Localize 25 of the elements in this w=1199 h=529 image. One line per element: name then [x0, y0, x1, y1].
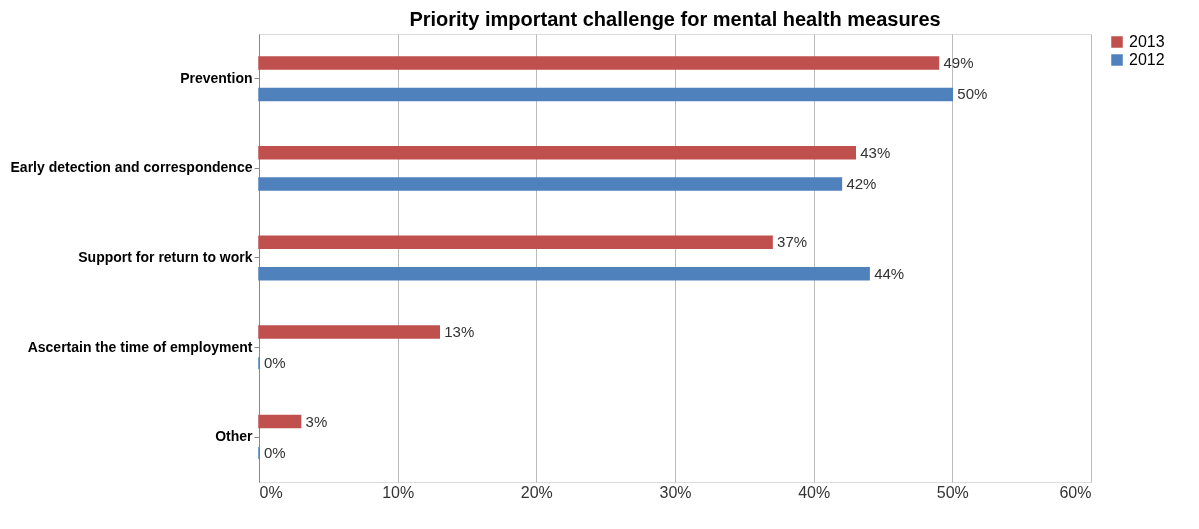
- data-label: 50%: [957, 85, 988, 103]
- y-tick-label: Other: [215, 428, 254, 445]
- data-label: 0%: [264, 443, 286, 461]
- y-tick-label: Support for return to work: [78, 249, 253, 265]
- data-label: 44%: [874, 264, 905, 282]
- data-label: 37%: [777, 233, 808, 251]
- x-tick-label: 60%: [1059, 483, 1092, 501]
- data-label: 49%: [943, 54, 974, 72]
- x-tick-label: 0%: [259, 483, 283, 501]
- data-label: 13%: [444, 322, 475, 340]
- y-tick-label: Ascertain the time of employment: [27, 338, 253, 355]
- data-label: 3%: [305, 412, 328, 430]
- y-tick-label: Prevention: [180, 69, 253, 86]
- x-tick-label: 10%: [382, 483, 415, 501]
- y-tick-label: Early detection and correspondence: [10, 159, 253, 176]
- x-tick-label: 50%: [936, 483, 969, 501]
- data-label: 0%: [264, 354, 286, 372]
- data-label: 43%: [860, 143, 891, 161]
- legend-label: 2012: [1129, 51, 1165, 68]
- data-label: 42%: [846, 175, 877, 193]
- x-tick-label: 30%: [659, 483, 692, 501]
- x-tick-label: 40%: [798, 483, 831, 501]
- chart-title: Priority important challenge for mental health measures: [409, 8, 941, 30]
- x-tick-label: 20%: [520, 483, 553, 501]
- legend-label: 2013: [1129, 33, 1165, 50]
